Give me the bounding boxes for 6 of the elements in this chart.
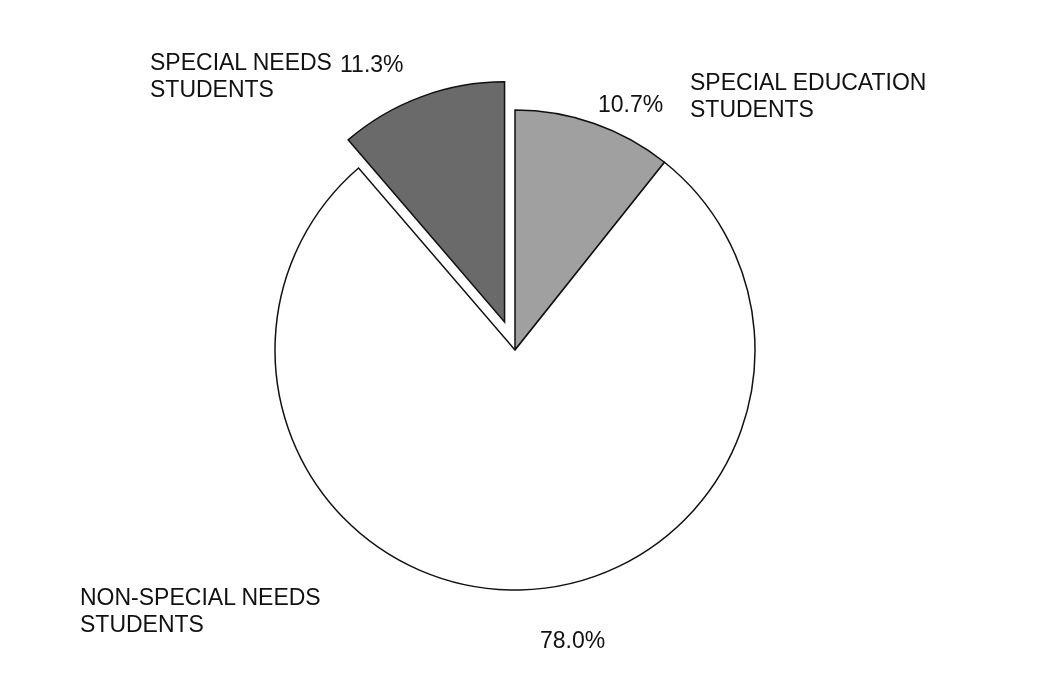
data-label: 10.7% — [598, 91, 664, 117]
slice-label: SPECIAL EDUCATION STUDENTS — [690, 69, 927, 122]
data-label: 78.0% — [540, 627, 606, 653]
data-label: 11.3% — [340, 51, 404, 77]
slice-label: NON-SPECIAL NEEDS STUDENTS — [80, 584, 321, 637]
slice-label: SPECIAL NEEDS STUDENTS — [150, 49, 332, 102]
